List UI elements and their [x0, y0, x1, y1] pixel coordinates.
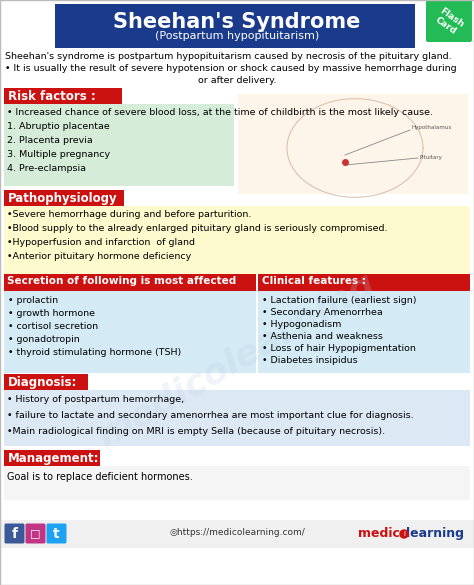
Text: • Diabetes insipidus: • Diabetes insipidus	[262, 356, 357, 365]
Text: •Main radiological finding on MRI is empty Sella (because of pituitary necrosis): •Main radiological finding on MRI is emp…	[7, 427, 385, 436]
Text: Secretion of following is most affected: Secretion of following is most affected	[7, 276, 236, 286]
Bar	[258, 274, 470, 291]
Text: medicolearning: medicolearning	[92, 266, 382, 453]
Text: • History of postpartum hemorrhage,: • History of postpartum hemorrhage,	[7, 395, 184, 404]
Text: • growth hormone: • growth hormone	[8, 309, 95, 318]
Text: 1. Abruptio placentae: 1. Abruptio placentae	[7, 122, 110, 131]
Bar	[55, 4, 415, 48]
Text: t: t	[53, 526, 60, 541]
Bar	[4, 104, 234, 186]
Text: • gonadotropin: • gonadotropin	[8, 335, 80, 344]
Text: □: □	[30, 528, 41, 539]
FancyBboxPatch shape	[4, 524, 25, 543]
Bar	[238, 94, 468, 194]
Text: • Hypogonadism: • Hypogonadism	[262, 320, 341, 329]
Text: •Severe hemorrhage during and before parturition.: •Severe hemorrhage during and before par…	[7, 210, 251, 219]
Bar	[4, 274, 256, 291]
FancyBboxPatch shape	[426, 0, 472, 42]
Text: • Loss of hair Hypopigmentation: • Loss of hair Hypopigmentation	[262, 344, 416, 353]
Bar	[4, 88, 122, 104]
Text: • prolactin: • prolactin	[8, 296, 58, 305]
Text: • cortisol secretion: • cortisol secretion	[8, 322, 98, 331]
Text: • Increased chance of severe blood loss, at the time of childbirth is the most l: • Increased chance of severe blood loss,…	[7, 108, 433, 117]
Bar	[4, 291, 256, 373]
Bar	[4, 450, 100, 466]
Text: Goal is to replace deficient hormones.: Goal is to replace deficient hormones.	[7, 472, 193, 482]
Text: 4. Pre-eclampsia: 4. Pre-eclampsia	[7, 164, 86, 173]
Text: 2. Placenta previa: 2. Placenta previa	[7, 136, 93, 145]
Text: f: f	[11, 526, 18, 541]
Text: • Lactation failure (earliest sign): • Lactation failure (earliest sign)	[262, 296, 417, 305]
Text: or after delivery.: or after delivery.	[198, 76, 276, 85]
Text: •Hypoperfusion and infarction  of gland: •Hypoperfusion and infarction of gland	[7, 238, 195, 247]
Text: Management:: Management:	[8, 452, 100, 465]
Text: • Asthenia and weakness: • Asthenia and weakness	[262, 332, 383, 341]
Text: • failure to lactate and secondary amenorrhea are most important clue for diagno: • failure to lactate and secondary ameno…	[7, 411, 414, 420]
Text: 3. Multiple pregnancy: 3. Multiple pregnancy	[7, 150, 110, 159]
Bar	[4, 190, 124, 206]
Text: • It is usually the result of severe hypotension or shock caused by massive hemo: • It is usually the result of severe hyp…	[5, 64, 456, 73]
Text: Hypothalamus: Hypothalamus	[412, 126, 452, 130]
FancyBboxPatch shape	[46, 524, 66, 543]
Text: l: l	[403, 531, 405, 537]
Text: Sheehan's Syndrome: Sheehan's Syndrome	[113, 12, 361, 32]
FancyBboxPatch shape	[26, 524, 46, 543]
Text: • Secondary Amenorrhea: • Secondary Amenorrhea	[262, 308, 383, 317]
Text: medico: medico	[358, 527, 409, 540]
Bar	[4, 206, 470, 274]
Text: Flash
Card: Flash Card	[432, 6, 466, 37]
Text: Pituitary: Pituitary	[420, 154, 443, 160]
Text: •Blood supply to the already enlarged pituitary gland is seriously compromised.: •Blood supply to the already enlarged pi…	[7, 224, 388, 233]
Text: •Anterior pituitary hormone deficiency: •Anterior pituitary hormone deficiency	[7, 252, 191, 261]
Text: Clinical features :: Clinical features :	[262, 276, 366, 286]
Bar	[258, 291, 470, 373]
Text: learning: learning	[406, 527, 464, 540]
Text: (Postpartum hypopituitarism): (Postpartum hypopituitarism)	[155, 31, 319, 41]
Text: Risk factors :: Risk factors :	[8, 90, 96, 103]
Text: Diagnosis:: Diagnosis:	[8, 376, 77, 389]
Text: • thyroid stimulating hormone (TSH): • thyroid stimulating hormone (TSH)	[8, 348, 181, 357]
Bar	[0, 520, 474, 548]
Text: Sheehan's syndrome is postpartum hypopituitarism caused by necrosis of the pitui: Sheehan's syndrome is postpartum hypopit…	[5, 52, 452, 61]
Text: ◎https://medicolearning.com/: ◎https://medicolearning.com/	[169, 528, 305, 537]
Circle shape	[400, 530, 408, 538]
Bar	[4, 374, 88, 390]
Text: Pathophysiology: Pathophysiology	[8, 192, 118, 205]
Bar	[4, 390, 470, 446]
Bar	[4, 466, 470, 500]
